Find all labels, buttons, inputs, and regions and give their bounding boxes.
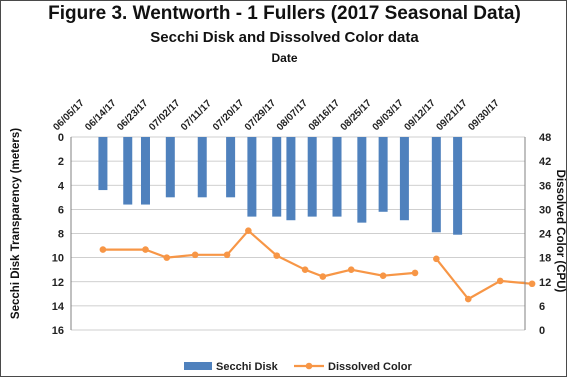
legend-marker-dissolved <box>305 362 313 370</box>
y-tick-label: 6 <box>58 204 64 216</box>
x-tick-label: 07/20/17 <box>211 98 247 134</box>
chart-subtitle: Secchi Disk and Dissolved Color data <box>150 29 419 46</box>
y-tick-label: 14 <box>52 301 65 313</box>
y2-tick-label: 18 <box>539 253 551 265</box>
x-tick-label: 09/30/17 <box>466 98 502 134</box>
dissolved-color-point <box>347 266 355 273</box>
secchi-bar <box>357 137 367 223</box>
x-tick-label: 06/23/17 <box>115 98 151 134</box>
y-tick-label: 0 <box>58 132 64 144</box>
secchi-bar <box>378 137 388 212</box>
x-tick-label: 07/02/17 <box>147 98 183 134</box>
y-tick-label: 8 <box>58 229 64 241</box>
secchi-bar <box>272 137 282 217</box>
dissolved-color-point <box>301 266 309 273</box>
secchi-bar <box>123 137 133 205</box>
dissolved-color-point <box>163 254 171 261</box>
legend-label-secchi: Secchi Disk <box>216 361 279 373</box>
dissolved-color-point <box>191 251 199 259</box>
y2-tick-label: 30 <box>539 204 551 216</box>
secchi-bar <box>98 137 108 191</box>
x-tick-label: 09/03/17 <box>371 98 407 134</box>
y2-tick-label: 24 <box>539 229 552 241</box>
legend-label-dissolved: Dissolved Color <box>328 361 412 373</box>
dissolved-color-line <box>102 229 416 278</box>
x-tick-label: 08/25/17 <box>339 98 375 134</box>
x-tick-label: 06/05/17 <box>51 98 87 134</box>
x-tick-label: 07/11/17 <box>179 98 214 133</box>
dissolved-color-point <box>319 273 327 280</box>
y-tick-label: 10 <box>52 253 64 265</box>
y2-tick-label: 42 <box>539 156 551 168</box>
y2-tick-label: 36 <box>539 180 551 192</box>
chart-title: Figure 3. Wentworth - 1 Fullers (2017 Se… <box>48 3 521 24</box>
x-axis-title: Date <box>271 51 298 65</box>
legend-swatch-secchi <box>184 362 212 370</box>
secchi-bar <box>332 137 342 217</box>
secchi-bar <box>140 137 150 205</box>
y-axis-title: Secchi Disk Transparency (meters) <box>10 128 22 319</box>
dissolved-color-point <box>411 269 419 277</box>
x-tick-label: 08/16/17 <box>307 98 343 134</box>
x-tick-label: 09/12/17 <box>402 98 438 134</box>
secchi-bar <box>399 137 409 221</box>
x-tick-label: 06/14/17 <box>83 98 119 134</box>
secchi-bar <box>197 137 207 198</box>
secchi-bar <box>226 137 236 198</box>
y2-tick-label: 0 <box>539 325 545 337</box>
y2-tick-label: 12 <box>539 277 551 289</box>
secchi-bar <box>247 137 257 217</box>
y-tick-label: 2 <box>58 156 64 168</box>
y-tick-label: 16 <box>52 325 64 337</box>
y2-tick-label: 6 <box>539 301 545 313</box>
secchi-bar <box>307 137 317 217</box>
secchi-bar <box>453 137 463 235</box>
secchi-bar <box>431 137 441 233</box>
x-tick-label: 08/07/17 <box>275 98 311 134</box>
x-tick-label: 07/29/17 <box>243 98 279 134</box>
dissolved-color-point <box>223 251 231 259</box>
dissolved-color-point <box>142 246 149 253</box>
dissolved-color-point <box>433 255 440 263</box>
dissolved-color-point <box>464 295 472 303</box>
y2-tick-label: 48 <box>539 132 551 144</box>
dissolved-color-point <box>99 246 107 253</box>
x-tick-label: 09/21/17 <box>434 98 470 134</box>
dissolved-color-line <box>435 258 533 301</box>
dissolved-color-point <box>379 272 387 280</box>
y2-axis-title: Dissolved Color (CPU) <box>554 170 566 293</box>
dissolved-color-point <box>496 277 504 285</box>
dissolved-color-point <box>273 252 281 259</box>
secchi-bar <box>165 137 175 198</box>
dissolved-color-point <box>245 227 252 234</box>
secchi-bar <box>286 137 296 221</box>
y-tick-label: 12 <box>52 277 64 289</box>
dissolved-color-point <box>528 280 536 288</box>
y-tick-label: 4 <box>58 180 65 192</box>
